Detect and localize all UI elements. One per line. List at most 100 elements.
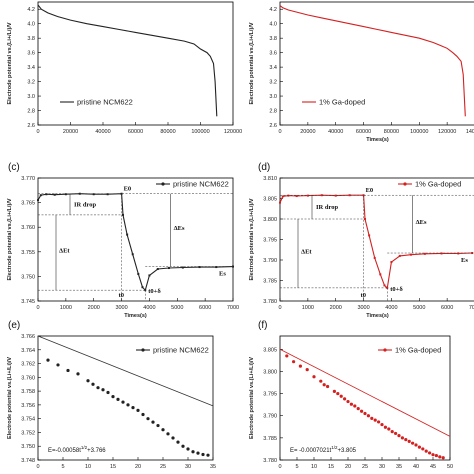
y-tick-label: 3.800 bbox=[263, 369, 277, 375]
y-tick-label: 3.785 bbox=[263, 279, 277, 285]
y-axis-label: Electrode potential vs.(Li+/Li)/V bbox=[7, 357, 13, 439]
y-tick-label: 3.750 bbox=[21, 274, 35, 280]
data-point bbox=[424, 449, 428, 453]
y-tick-label: 4.0 bbox=[269, 22, 277, 28]
data-point bbox=[201, 452, 205, 457]
x-tick-label: 5 bbox=[295, 464, 298, 470]
y-tick-label: 4.2 bbox=[27, 7, 35, 13]
data-point bbox=[438, 455, 442, 459]
data-point bbox=[126, 403, 130, 407]
data-point bbox=[370, 416, 374, 420]
data-point bbox=[414, 443, 418, 447]
data-point bbox=[349, 402, 353, 406]
chart-panel-e: 0 5 10 15 20 25 30 35 3.748 3.750 3.752 3.754 3.756 3… bbox=[7, 320, 216, 470]
data-point bbox=[380, 422, 384, 427]
data-point bbox=[312, 375, 316, 379]
y-tick-label: 4.0 bbox=[27, 22, 35, 28]
x-tick-label: 2000 bbox=[88, 305, 100, 311]
data-point bbox=[397, 434, 401, 438]
x-tick-label: 2000 bbox=[330, 305, 342, 311]
y-tick-label: 3.2 bbox=[27, 80, 35, 86]
data-point bbox=[131, 253, 134, 256]
data-point bbox=[196, 451, 200, 455]
es-label: Es bbox=[461, 257, 468, 264]
data-point bbox=[457, 252, 460, 255]
y-tick-label: 3.4 bbox=[269, 65, 277, 71]
data-point bbox=[373, 256, 376, 259]
data-point bbox=[215, 266, 218, 269]
x-tick-label: 10 bbox=[311, 464, 317, 470]
data-point bbox=[305, 368, 309, 372]
data-point bbox=[377, 420, 381, 424]
data-point bbox=[383, 425, 387, 429]
fit-equation: E= -0.0007021t1/2+3.805 bbox=[290, 445, 357, 454]
x-tick-label: 5 bbox=[61, 464, 64, 470]
series-line bbox=[37, 4, 218, 117]
fit-equation: E=-0.00058t1/2+3.766 bbox=[48, 445, 106, 454]
y-tick-label: 3.6 bbox=[269, 51, 277, 57]
data-point bbox=[101, 388, 105, 392]
data-point bbox=[363, 218, 366, 220]
data-point bbox=[336, 391, 340, 396]
data-point bbox=[92, 193, 95, 196]
y-tick-label: 2.6 bbox=[27, 123, 35, 129]
data-point bbox=[111, 395, 115, 399]
y-tick-label: 3.8 bbox=[27, 36, 35, 42]
x-tick-label: 25 bbox=[160, 464, 166, 470]
data-point bbox=[390, 430, 394, 434]
data-point bbox=[64, 193, 67, 196]
data-point bbox=[360, 409, 364, 413]
fit-line bbox=[37, 335, 214, 407]
data-point bbox=[421, 447, 425, 451]
data-point bbox=[146, 417, 150, 421]
data-point bbox=[121, 400, 125, 404]
data-point bbox=[148, 274, 151, 277]
chart-panel-b: 0 20000 40000 60000 80000 100000 120000 140000 2… bbox=[249, 1, 474, 143]
data-point bbox=[198, 266, 201, 269]
data-point bbox=[319, 379, 323, 383]
x-axis-label: Times(s) bbox=[366, 313, 389, 319]
plot-frame bbox=[37, 335, 214, 461]
panel-letter: (c) bbox=[8, 162, 20, 173]
data-point bbox=[56, 363, 60, 367]
data-point bbox=[181, 444, 185, 448]
x-tick-label: 0 bbox=[278, 129, 281, 135]
y-tick-label: 3.752 bbox=[21, 430, 35, 436]
data-point bbox=[322, 383, 326, 387]
data-point bbox=[53, 193, 56, 196]
y-tick-label: 3.755 bbox=[21, 250, 35, 256]
y-tick-label: 3.780 bbox=[263, 299, 277, 305]
data-point bbox=[131, 406, 135, 410]
data-point bbox=[326, 384, 330, 389]
data-point bbox=[343, 397, 347, 401]
data-point bbox=[78, 192, 81, 195]
data-point bbox=[298, 364, 302, 368]
data-point bbox=[423, 252, 426, 255]
data-point bbox=[332, 389, 336, 393]
x-tick-label: 7000 bbox=[227, 305, 239, 311]
x-tick-label: 3000 bbox=[357, 305, 369, 311]
chart-panel-c: 0 1000 2000 3000 4000 5000 6000 7000 3.745 3.750 3… bbox=[7, 162, 239, 319]
t0-label: t0 bbox=[361, 292, 366, 299]
delta-et-label: ΔEt bbox=[301, 248, 312, 255]
series-line bbox=[279, 5, 466, 117]
data-point bbox=[363, 411, 367, 416]
t0-label: t0 bbox=[119, 292, 124, 299]
data-point bbox=[285, 354, 289, 358]
y-tick-label: 3.800 bbox=[263, 217, 277, 223]
data-point bbox=[39, 194, 42, 197]
data-point bbox=[116, 397, 120, 401]
legend-marker bbox=[383, 348, 387, 352]
x-tick-label: 140000 bbox=[466, 129, 474, 135]
y-tick-label: 3.762 bbox=[21, 362, 35, 368]
y-tick-label: 2.8 bbox=[27, 109, 35, 115]
data-point bbox=[390, 261, 393, 264]
data-point bbox=[409, 253, 412, 256]
data-point bbox=[66, 368, 70, 373]
data-point bbox=[368, 234, 371, 237]
x-tick-label: 30 bbox=[185, 464, 191, 470]
data-point bbox=[339, 394, 343, 398]
plot-frame bbox=[279, 177, 474, 302]
data-point bbox=[411, 441, 415, 445]
